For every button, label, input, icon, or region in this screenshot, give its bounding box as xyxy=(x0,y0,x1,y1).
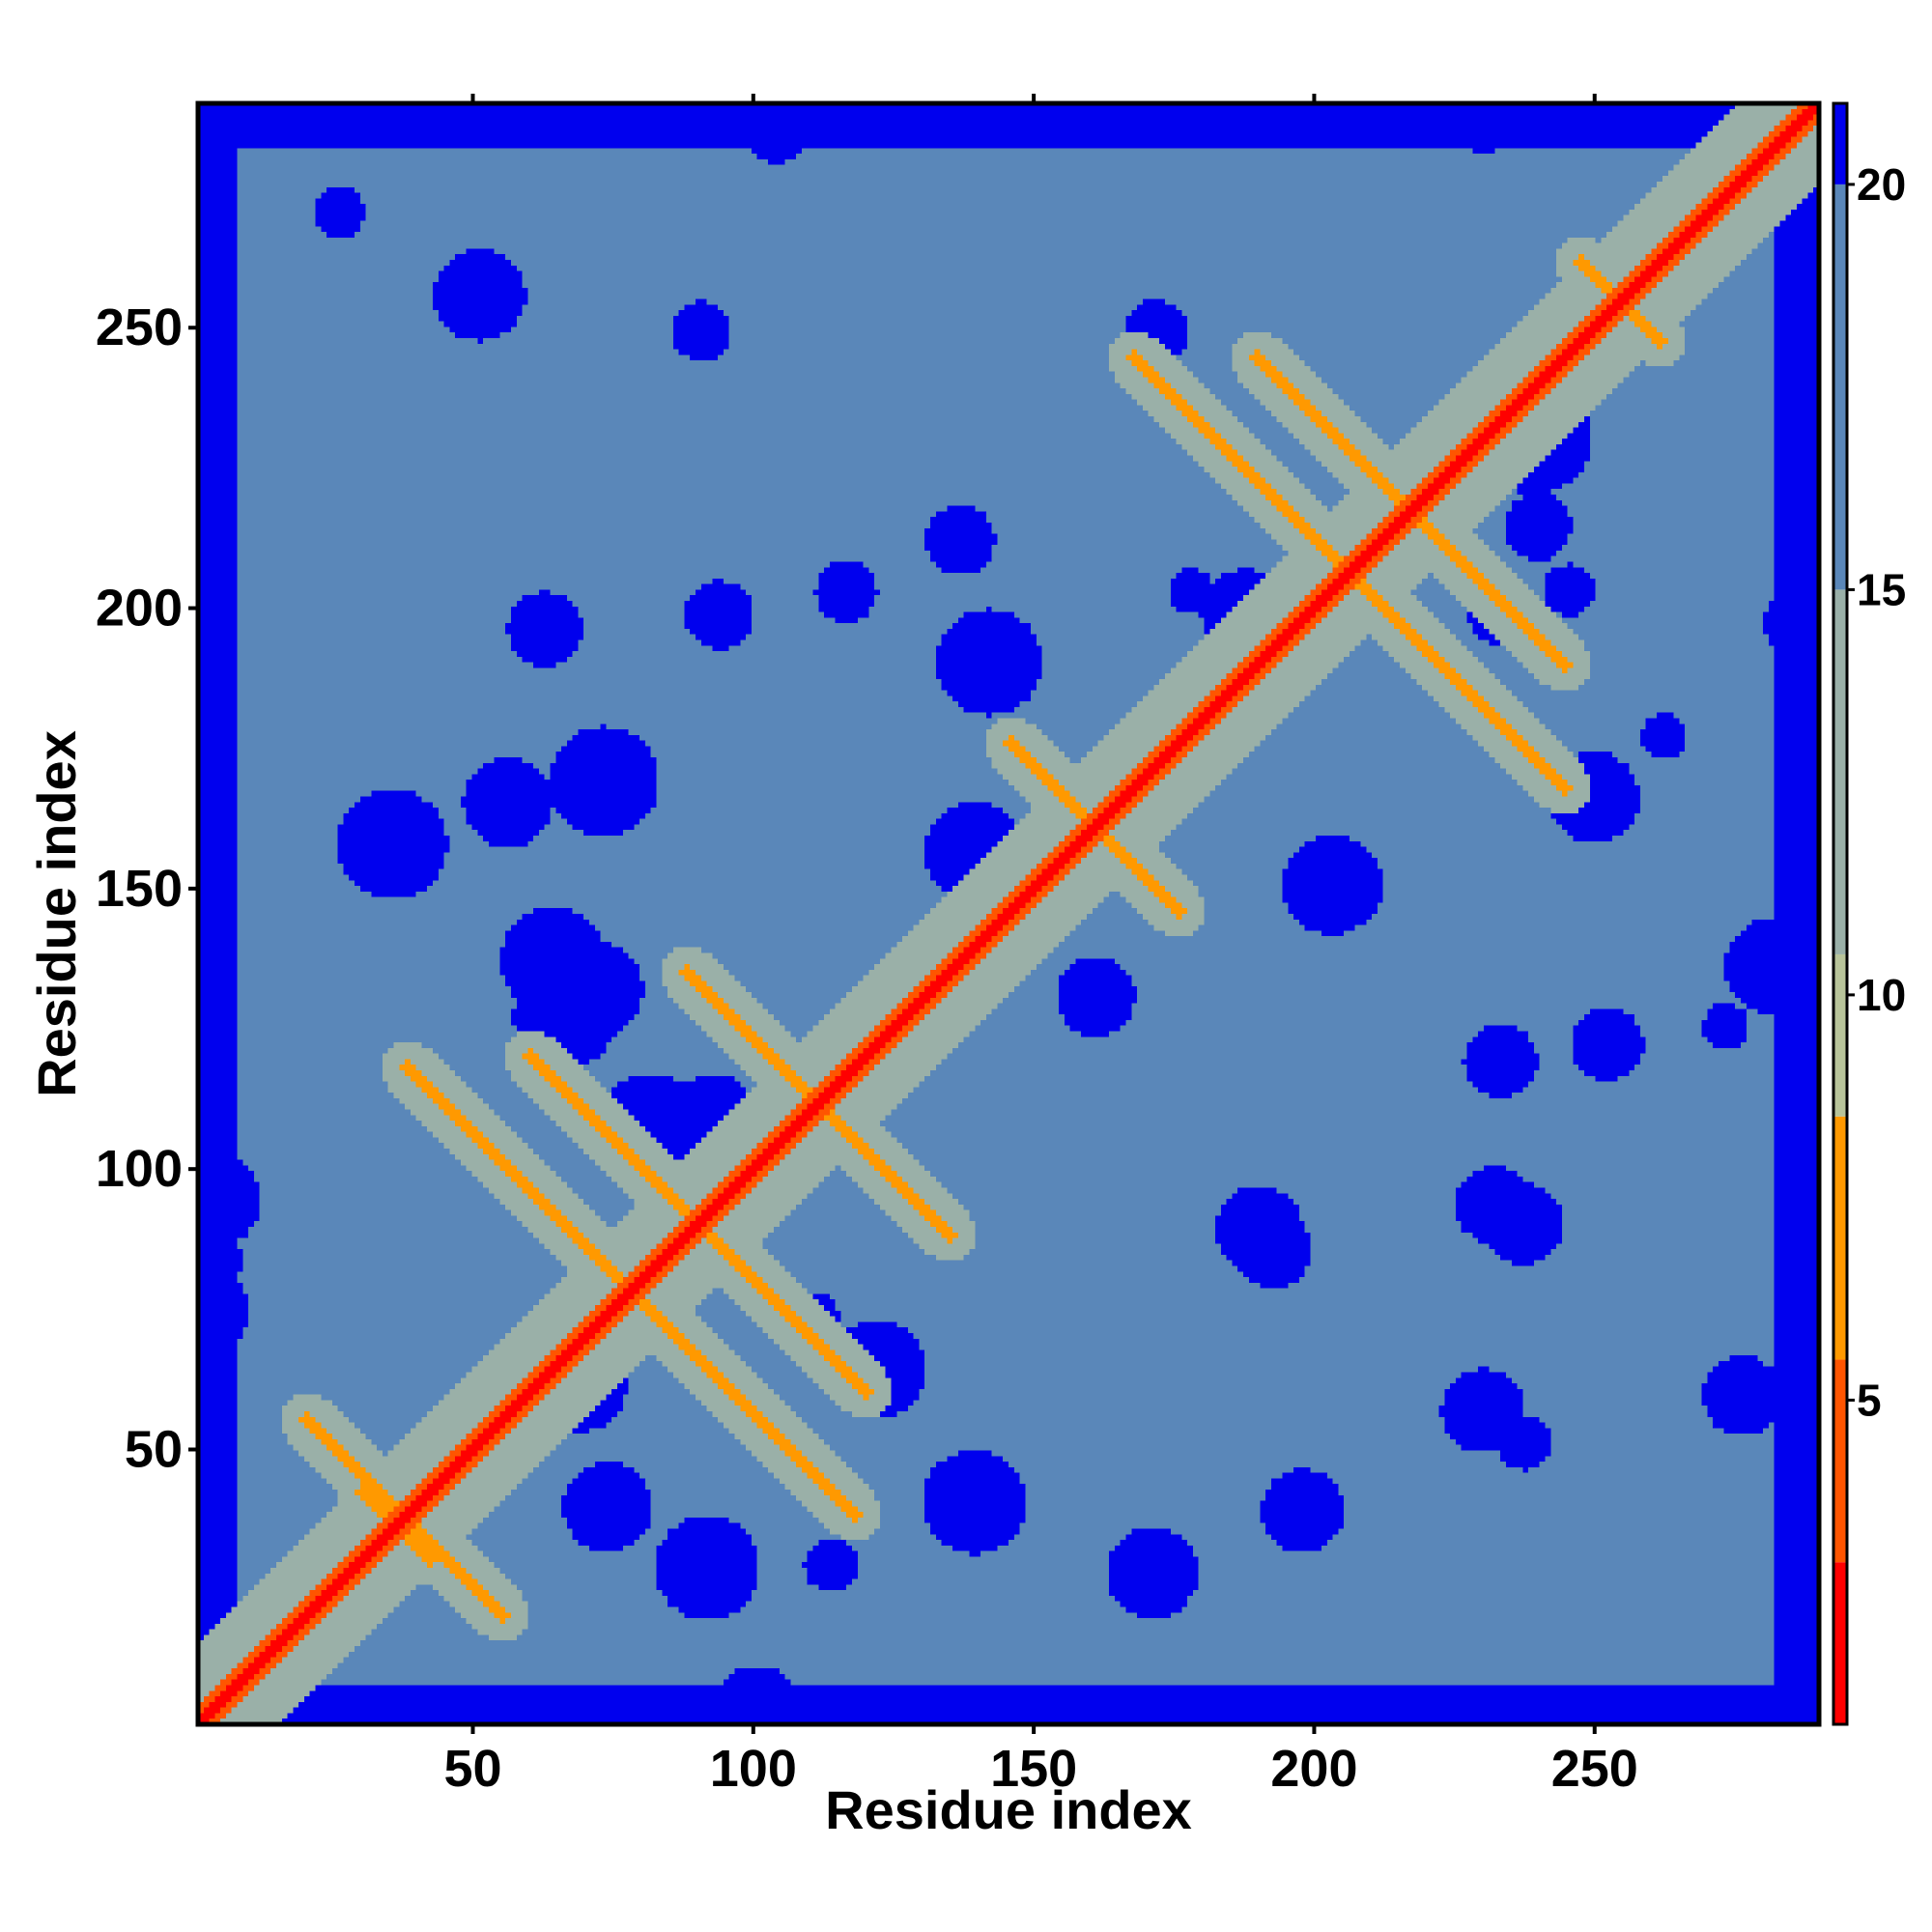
colorbar: 5 10 15 20 xyxy=(1832,101,1906,1726)
x-tick-label: 150 xyxy=(990,1740,1077,1798)
heatmap-cells xyxy=(198,103,1819,1724)
plot-frame xyxy=(195,100,1822,1727)
colorbar-band xyxy=(1833,1359,1847,1563)
colorbar-band xyxy=(1833,103,1847,185)
colorbar-band xyxy=(1833,589,1847,954)
colorbar-band xyxy=(1833,953,1847,1117)
colorbar-frame xyxy=(1832,101,1849,1726)
x-tick-label: 100 xyxy=(710,1740,797,1798)
x-tick-label: 250 xyxy=(1551,1740,1638,1798)
x-axis-title: Residue index xyxy=(825,1779,1192,1840)
y-tick-label: 250 xyxy=(96,298,183,356)
colorbar-tick-label: 20 xyxy=(1857,159,1906,210)
colorbar-tick-label: 5 xyxy=(1857,1375,1882,1425)
colorbar-band xyxy=(1833,184,1847,590)
x-tick-label: 50 xyxy=(443,1740,501,1798)
colorbar-band xyxy=(1833,1116,1847,1360)
x-tick-label: 200 xyxy=(1270,1740,1357,1798)
y-tick-label: 150 xyxy=(96,860,183,918)
y-tick-label: 50 xyxy=(125,1420,183,1478)
y-axis-title: Residue index xyxy=(26,730,87,1097)
heatmap-image xyxy=(198,103,1819,1724)
y-tick-label: 100 xyxy=(96,1140,183,1198)
y-tick-label: 200 xyxy=(96,580,183,638)
y-axis: 50 100 150 200 250 xyxy=(96,298,198,1478)
colorbar-tick-label: 10 xyxy=(1857,970,1906,1020)
colorbar-tick-label: 15 xyxy=(1857,564,1906,614)
x-axis: 50 100 150 200 250 xyxy=(443,94,1638,1798)
colorbar-band xyxy=(1833,1562,1847,1724)
